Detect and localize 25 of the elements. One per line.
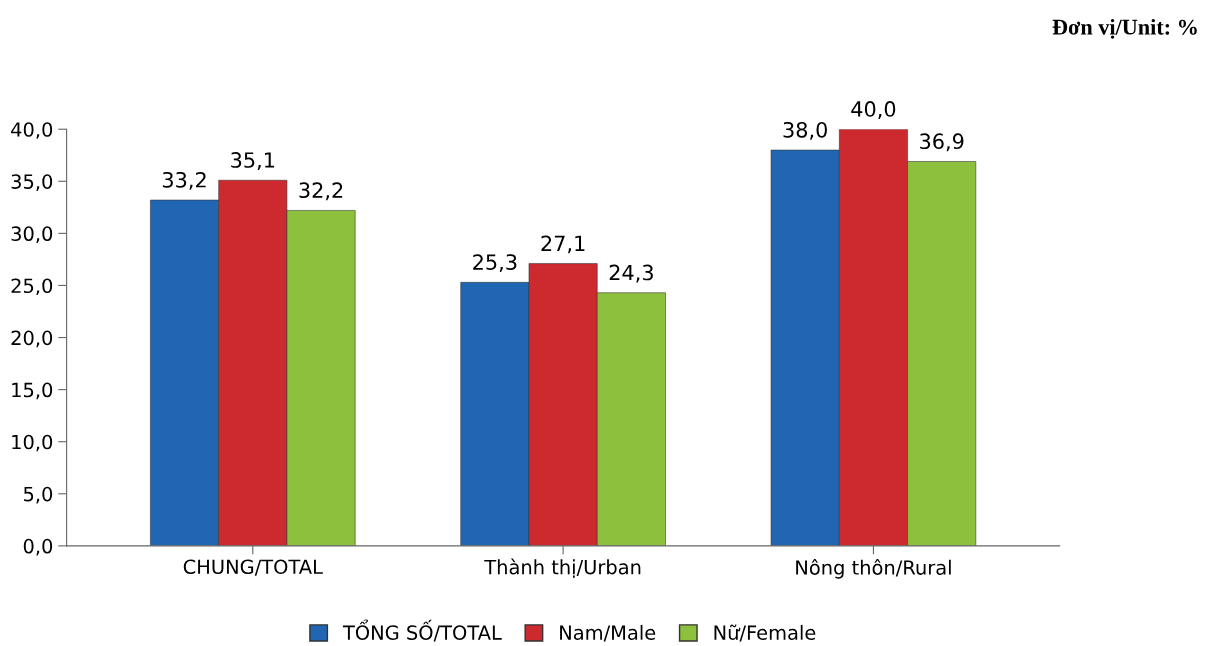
y-tick-label: 10,0 bbox=[12, 434, 53, 452]
legend-label: Nữ/Female bbox=[714, 624, 816, 642]
text: Đơn vị/Unit: % bbox=[1052, 18, 1197, 39]
data-label: 25,3 bbox=[473, 254, 517, 273]
x-tick-label: Nông thôn/Rural bbox=[796, 559, 951, 579]
data-label: 27,1 bbox=[541, 235, 585, 254]
x-tick-label: CHUNG/TOTAL bbox=[183, 559, 323, 576]
legend-label: Nam/Male bbox=[560, 624, 656, 642]
y-tick-label: 15,0 bbox=[12, 382, 53, 400]
y-tick-label: 30,0 bbox=[11, 226, 53, 244]
data-label: 35,1 bbox=[231, 152, 275, 170]
data-label: 40,0 bbox=[851, 101, 896, 119]
y-tick-label: 25,0 bbox=[11, 278, 53, 296]
y-tick-label: 5,0 bbox=[23, 486, 53, 504]
y-tick-label: 20,0 bbox=[11, 330, 53, 348]
y-tick-label: 35,0 bbox=[11, 174, 53, 191]
data-label: 36,9 bbox=[920, 133, 964, 152]
data-label: 33,2 bbox=[162, 171, 206, 190]
y-tick-label: 40,0 bbox=[11, 122, 53, 139]
data-label: 32,2 bbox=[299, 182, 343, 201]
data-label: 38,0 bbox=[783, 121, 827, 140]
data-label: 24,3 bbox=[609, 264, 653, 283]
legend-label: TỔNG SỐ/TOTAL bbox=[342, 619, 502, 642]
x-tick-label: Thành thị/Urban bbox=[484, 558, 641, 578]
y-tick-label: 0,0 bbox=[23, 538, 53, 556]
